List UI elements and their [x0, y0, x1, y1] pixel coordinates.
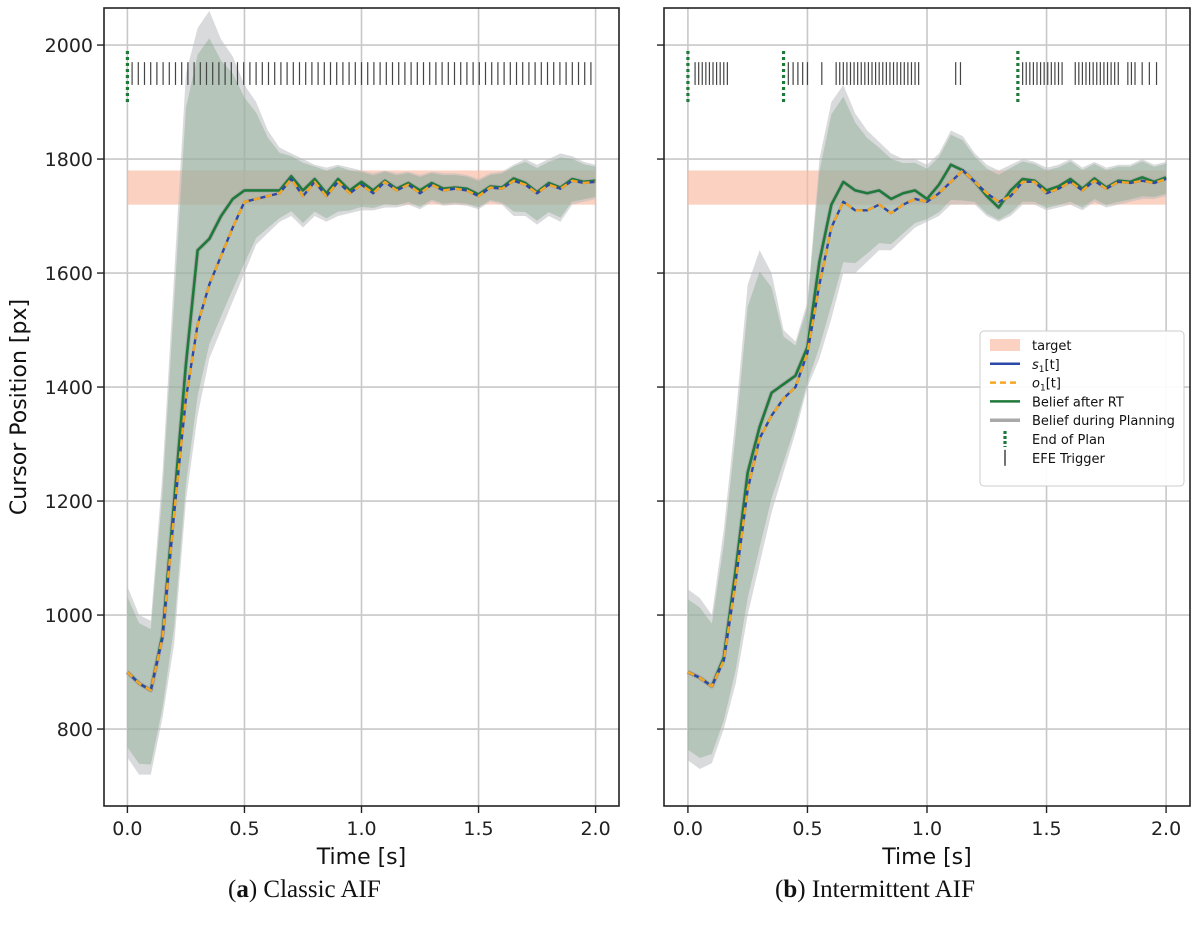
- uncertainty-band-belief: [687, 96, 1167, 759]
- legend-target-swatch: [990, 339, 1020, 351]
- y-axis-label: Cursor Position [px]: [7, 299, 32, 515]
- x-tick-label: 1.0: [912, 818, 942, 840]
- y-tick-label: 1600: [45, 263, 93, 285]
- x-tick-label: 2.0: [1151, 818, 1181, 840]
- legend-s1-symbol: s: [1032, 358, 1039, 373]
- x-axis-label: Time [s]: [881, 845, 971, 870]
- y-tick-label: 800: [57, 719, 93, 741]
- legend-target-label: target: [1032, 339, 1072, 354]
- legend-efe-trigger-label: EFE Trigger: [1032, 452, 1106, 467]
- series-belief-after-rt: [687, 163, 1167, 688]
- legend-box: [979, 330, 1185, 487]
- legend-s1-label: s1[t]: [1032, 358, 1060, 375]
- y-tick-label: 1000: [45, 605, 93, 627]
- x-tick-label: 0.5: [229, 818, 259, 840]
- x-tick-label: 2.0: [580, 818, 610, 840]
- caption-b: (b) Intermittent AIF: [775, 876, 975, 903]
- series-o1: [687, 169, 1167, 688]
- legend-end-of-plan-label: End of Plan: [1032, 433, 1105, 448]
- legend-o1-sub: 1: [1040, 384, 1046, 394]
- x-tick-label: 1.0: [346, 818, 376, 840]
- legend-o1-symbol: o: [1032, 377, 1040, 392]
- y-tick-label: 1200: [45, 491, 93, 513]
- x-tick-label: 1.5: [463, 818, 493, 840]
- legend-belief-planning-label: Belief during Planning: [1032, 414, 1175, 429]
- legend-s1-tail: [t]: [1045, 358, 1060, 373]
- panel-b-intermittent-aif: 0.0 0.5 1.0 1.5 2.0 Time [s]: [657, 7, 1191, 870]
- y-tick-label: 1400: [45, 377, 93, 399]
- y-tick-label: 1800: [45, 149, 93, 171]
- series-belief-after-rt: [126, 174, 596, 692]
- uncertainty-band-belief: [127, 38, 596, 765]
- series-o1: [126, 177, 596, 692]
- caption-a: (a) Classic AIF: [228, 876, 381, 903]
- panel-a-classic-aif: 0.0 0.5 1.0 1.5 2.0 800 1000 1200 1400 1600 1800 20…: [7, 7, 620, 870]
- x-tick-label: 0.0: [673, 818, 703, 840]
- uncertainty-band-planning: [687, 84, 1167, 769]
- legend-belief-after-rt-label: Belief after RT: [1032, 395, 1124, 410]
- x-axis-label: Time [s]: [316, 845, 406, 870]
- x-tick-label: 1.5: [1031, 818, 1061, 840]
- legend-o1-tail: [t]: [1046, 377, 1061, 392]
- legend-o1-label: o1[t]: [1032, 377, 1061, 394]
- x-tick-label: 0.5: [792, 818, 822, 840]
- legend-s1-sub: 1: [1039, 365, 1045, 375]
- x-tick-label: 0.0: [112, 818, 142, 840]
- y-tick-label: 2000: [45, 35, 93, 57]
